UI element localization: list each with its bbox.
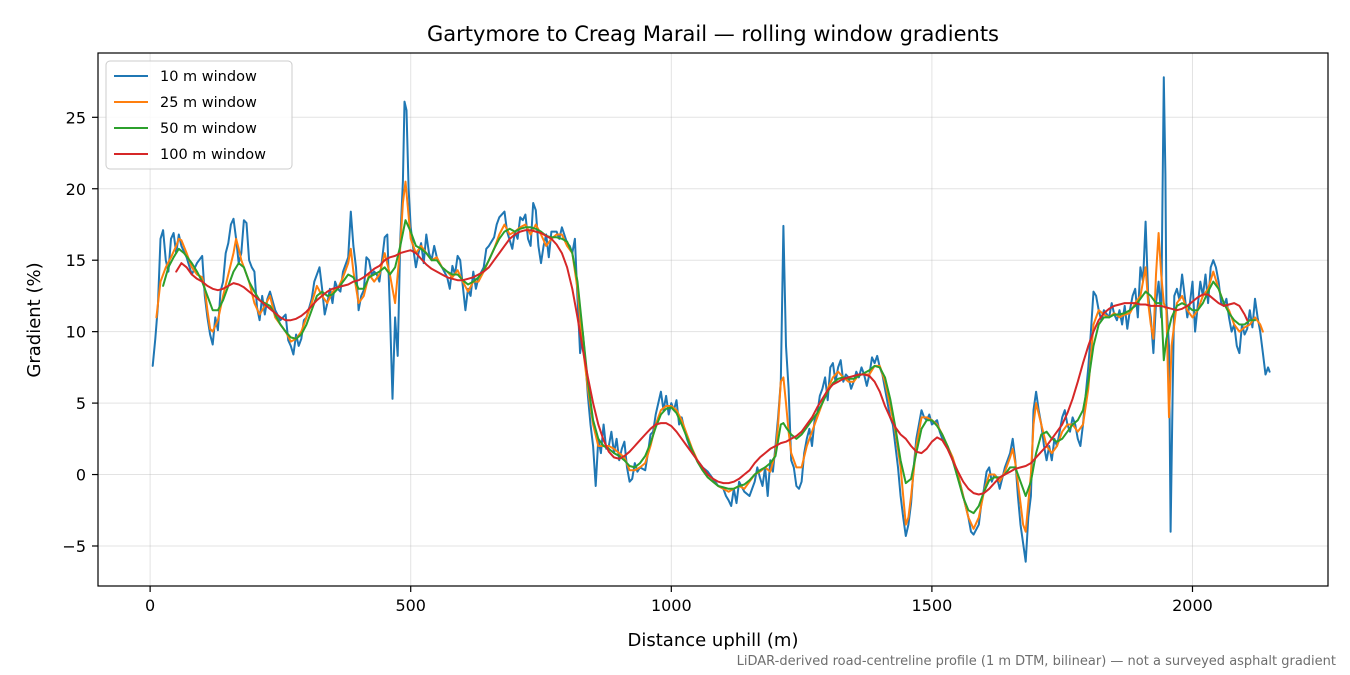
y-axis-title: Gradient (%) [24,262,45,377]
x-tick-label: 0 [145,596,155,615]
series-line-2 [155,180,1264,533]
y-tick-label: 0 [76,466,86,485]
y-tick-label: 25 [66,108,86,127]
y-tick-label: −5 [62,537,86,556]
y-tick-label: 10 [66,323,86,342]
legend-label-2: 25 m window [160,95,257,111]
legend-label-3: 50 m window [160,121,257,137]
series-layer [151,76,1271,563]
x-tick-label: 1000 [651,596,692,615]
legend: 10 m window 25 m window 50 m window 100 m w… [105,60,293,170]
axis-ticks: 0 500 1000 1500 2000 −5 0 5 10 15 20 25 [62,108,1212,615]
y-tick-label: 15 [66,251,86,270]
plot-frame [97,52,1329,587]
legend-label-1: 10 m window [160,69,257,85]
legend-label-4: 100 m window [160,147,266,163]
series-line-4 [175,229,1249,496]
y-tick-label: 5 [76,394,86,413]
legend-box [105,60,293,170]
x-tick-label: 1500 [912,596,953,615]
grid [98,53,1328,586]
y-tick-label: 20 [66,180,86,199]
x-tick-label: 2000 [1172,596,1213,615]
x-tick-label: 500 [395,596,426,615]
footnote: LiDAR-derived road-centreline profile (1… [737,654,1336,669]
series-line-3 [162,219,1256,515]
x-axis-title: Distance uphill (m) [628,630,799,651]
chart-title: Gartymore to Creag Marail — rolling wind… [427,22,999,46]
